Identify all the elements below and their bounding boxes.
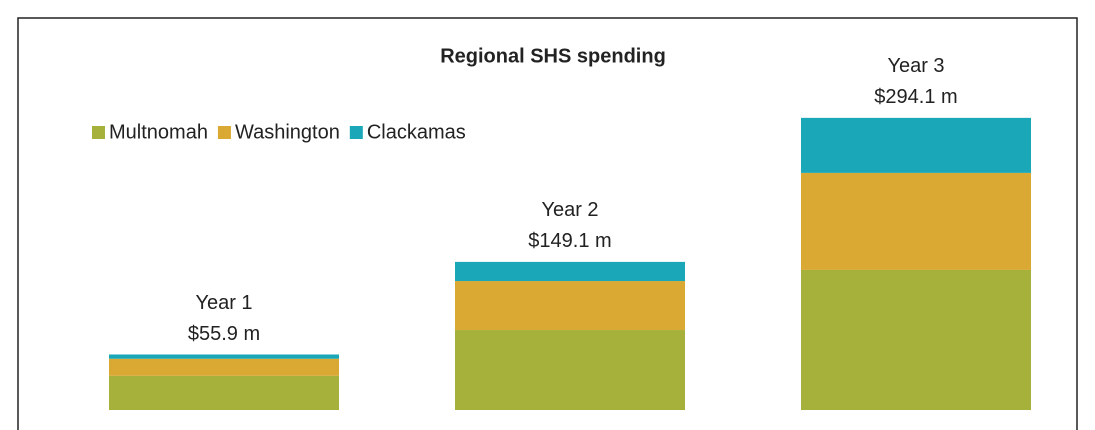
legend-label: Multnomah xyxy=(109,121,208,143)
legend-swatch xyxy=(92,126,105,139)
bar-segment xyxy=(455,261,685,282)
bar-segment xyxy=(109,354,339,359)
total-label: $55.9 m xyxy=(188,323,260,345)
chart-title: Regional SHS spending xyxy=(440,45,666,67)
total-label: $294.1 m xyxy=(874,86,957,108)
bar-segment xyxy=(109,375,339,410)
category-label: Year 3 xyxy=(887,55,944,77)
frame xyxy=(17,17,1078,430)
legend-swatch xyxy=(349,126,363,139)
bar-segment xyxy=(455,330,685,410)
bar-segment xyxy=(455,281,685,331)
legend-label: Washington xyxy=(235,121,340,143)
bar-segment xyxy=(801,269,1031,410)
legend-swatch xyxy=(217,126,231,139)
bar-segment xyxy=(801,172,1031,270)
total-label: $149.1 m xyxy=(528,230,611,252)
bar-segment xyxy=(801,117,1031,173)
category-label: Year 1 xyxy=(195,292,252,314)
legend-label: Clackamas xyxy=(367,121,466,143)
bar-segment xyxy=(109,358,339,376)
category-label: Year 2 xyxy=(541,199,598,221)
